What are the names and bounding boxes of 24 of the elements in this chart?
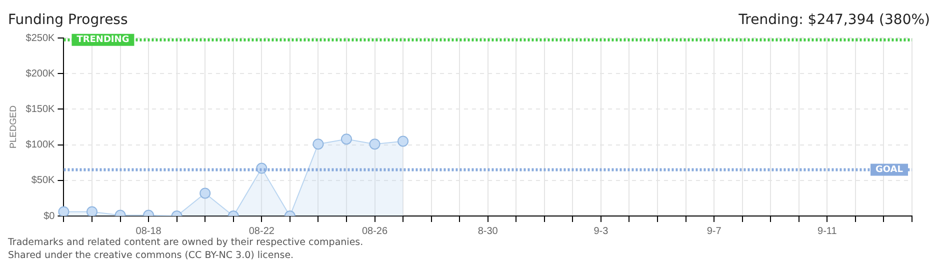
point bbox=[398, 136, 409, 147]
text: Trending: $247,394 (380%) bbox=[738, 12, 930, 28]
x-tick-label: 08-26 bbox=[362, 226, 388, 237]
y-tick-label: $250K bbox=[26, 32, 56, 44]
y-tick-label: $200K bbox=[26, 68, 56, 80]
x-tick-label: 9-11 bbox=[818, 226, 838, 237]
point bbox=[312, 138, 324, 150]
x-tick-label: 8-30 bbox=[478, 226, 498, 237]
y-tick-label: $100K bbox=[26, 140, 56, 151]
x-tick-label: 9-3 bbox=[594, 226, 609, 237]
y-tick-label: $50K bbox=[31, 175, 56, 186]
x-tick-label: 08-22 bbox=[248, 226, 275, 237]
x-tick-label: 08-18 bbox=[136, 226, 162, 237]
text: Trademarks and related content are owned by their respective companies. bbox=[8, 236, 364, 249]
y-axis-title: PLEDGED bbox=[8, 104, 18, 149]
text: Shared under the creative commons (CC BY-NC 3.0) license. bbox=[8, 249, 295, 262]
point bbox=[340, 134, 352, 145]
y-tick-label: $0 bbox=[44, 210, 56, 222]
point bbox=[369, 138, 380, 150]
chart-title: Funding Progress bbox=[8, 12, 128, 28]
ref-line-label: GOAL bbox=[876, 165, 904, 176]
x-tick-label: 9-7 bbox=[706, 226, 722, 237]
ref-line-label: TRENDING bbox=[76, 35, 130, 46]
y-tick-label: $150K bbox=[26, 104, 56, 115]
